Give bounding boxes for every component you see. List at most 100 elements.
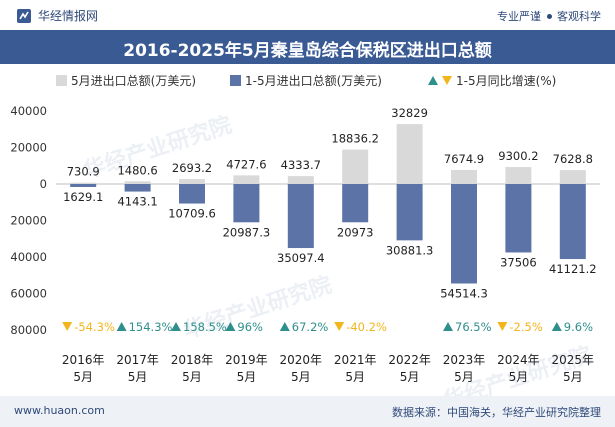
growth-down-marker: [334, 322, 345, 331]
growth-label: 154.3%: [129, 320, 173, 334]
data-label-may: 1480.6: [117, 163, 157, 177]
tagline-dot-icon: [547, 14, 552, 19]
bar-may: [287, 176, 314, 184]
x-tick-label-month: 5月: [128, 370, 148, 384]
tagline: 专业严谨 客观科学: [497, 8, 601, 24]
bar-ytd: [233, 184, 260, 223]
legend-item-growth: 1-5月同比增速(%): [428, 72, 556, 89]
chart-legend: 5月进出口总额(万美元) 1-5月进出口总额(万美元) 1-5月同比增速(%): [0, 72, 615, 90]
x-tick-label-month: 5月: [291, 370, 311, 384]
x-tick-label-year: 2022年: [388, 353, 431, 367]
bar-may: [179, 179, 205, 184]
data-label-may: 4333.7: [281, 158, 321, 172]
brand[interactable]: 华经情报网: [16, 7, 98, 24]
growth-label: 9.6%: [564, 320, 593, 334]
bar-ytd: [70, 184, 97, 187]
growth-label: 96%: [237, 320, 263, 334]
y-tick-label: 80000: [10, 323, 47, 337]
tagline-right: 客观科学: [557, 10, 601, 23]
data-label-ytd: 20987.3: [223, 225, 271, 239]
bar-may: [396, 124, 423, 184]
data-label-may: 4727.6: [226, 157, 266, 171]
growth-up-marker: [225, 322, 236, 331]
x-tick-label-year: 2017年: [116, 353, 159, 367]
x-tick-label-month: 5月: [454, 370, 474, 384]
growth-down-marker: [62, 322, 73, 331]
growth-label: -54.3%: [74, 320, 115, 334]
legend-swatch-ytd: [230, 75, 241, 86]
x-tick-label-month: 5月: [237, 370, 257, 384]
bar-may: [124, 181, 151, 184]
legend-swatch-may: [56, 75, 67, 86]
data-label-may: 9300.2: [498, 149, 538, 163]
legend-label-may: 5月进出口总额(万美元): [71, 74, 196, 88]
data-label-may: 7628.8: [553, 152, 593, 166]
bar-may: [451, 169, 477, 184]
legend-label-growth: 1-5月同比增速(%): [456, 74, 557, 88]
x-tick-label-year: 2025年: [552, 353, 595, 367]
x-tick-label-month: 5月: [345, 370, 365, 384]
data-label-ytd: 37506: [500, 255, 537, 269]
footer-bar: [0, 396, 615, 427]
bar-may: [342, 149, 369, 184]
x-tick-label-year: 2019年: [225, 353, 268, 367]
growth-label: 158.5%: [183, 320, 227, 334]
data-label-ytd: 30881.3: [386, 243, 434, 257]
data-label-ytd: 20973: [337, 225, 374, 239]
x-tick-label-year: 2023年: [443, 353, 486, 367]
x-tick-label-year: 2024年: [497, 353, 540, 367]
brand-name: 华经情报网: [38, 9, 99, 23]
growth-up-marker: [171, 322, 181, 331]
bar-may: [70, 182, 97, 184]
top-bar: 华经情报网 专业严谨 客观科学: [0, 0, 615, 30]
x-tick-label-month: 5月: [563, 370, 583, 384]
data-label-ytd: 35097.4: [277, 251, 325, 265]
x-tick-label-year: 2018年: [171, 353, 214, 367]
x-tick-label-year: 2020年: [280, 353, 323, 367]
bar-may: [233, 175, 260, 184]
growth-up-marker: [116, 322, 127, 331]
y-tick-label: 20000: [10, 141, 47, 155]
y-tick-label: 40000: [10, 104, 47, 118]
legend-label-ytd: 1-5月进出口总额(万美元): [245, 74, 382, 88]
growth-up-marker: [443, 322, 453, 331]
bar-ytd: [451, 184, 477, 284]
data-label-may: 730.9: [67, 165, 100, 179]
growth-label: -2.5%: [509, 320, 542, 334]
y-tick-label: 20000: [10, 214, 47, 228]
data-label-ytd: 41121.2: [549, 262, 597, 276]
bar-chart: 40000 20000 0 20000 40000 60000 80000 730.9 1629…: [10, 104, 600, 384]
bar-ytd: [179, 184, 205, 204]
legend-down-triangle-icon: [442, 76, 452, 85]
tagline-left: 专业严谨: [497, 10, 541, 23]
footer-source: 数据来源：中国海关，华经产业研究院整理: [392, 406, 601, 419]
x-tick-label-year: 2016年: [62, 353, 105, 367]
growth-down-marker: [497, 322, 508, 331]
bar-may: [559, 170, 586, 184]
data-label-may: 18836.2: [331, 132, 379, 146]
bar-ytd: [124, 184, 151, 192]
y-tick-label: 0: [40, 177, 47, 191]
bar-may: [505, 167, 532, 184]
y-tick-label: 60000: [10, 287, 47, 301]
data-label-ytd: 4143.1: [117, 195, 157, 209]
legend-item-ytd: 1-5月进出口总额(万美元): [230, 72, 382, 89]
x-tick-label-month: 5月: [182, 370, 202, 384]
data-label-may: 2693.2: [172, 161, 212, 175]
bar-ytd: [559, 184, 586, 260]
growth-up-marker: [551, 322, 562, 331]
growth-label: 76.5%: [455, 320, 492, 334]
data-label-ytd: 54514.3: [440, 286, 488, 300]
footer-website[interactable]: www.huaon.com: [14, 404, 105, 417]
chart-title: 2016-2025年5月秦皇岛综合保税区进出口总额: [123, 41, 492, 61]
legend-item-may: 5月进出口总额(万美元): [56, 72, 196, 89]
x-tick-label-month: 5月: [73, 370, 93, 384]
bar-ytd: [287, 184, 314, 249]
x-tick-label-year: 2021年: [334, 353, 377, 367]
x-tick-label-month: 5月: [400, 370, 420, 384]
title-bar: [0, 30, 615, 64]
brand-logo-icon: [17, 8, 31, 23]
x-tick-label-month: 5月: [509, 370, 529, 384]
growth-label: 67.2%: [292, 320, 329, 334]
growth-label: -40.2%: [346, 320, 387, 334]
